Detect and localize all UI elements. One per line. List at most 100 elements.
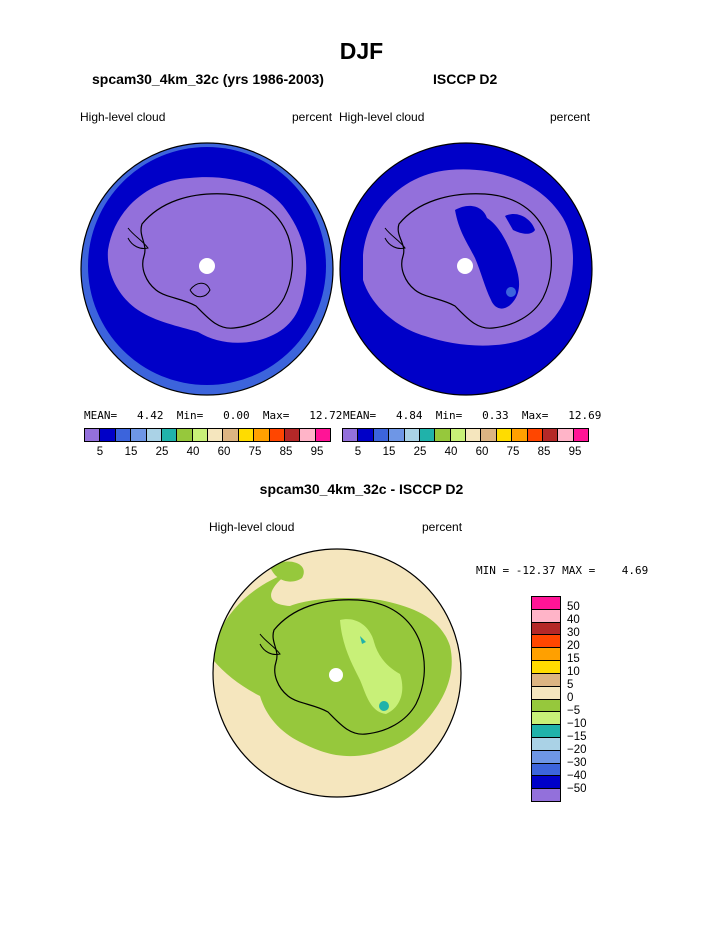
model-colorbar-swatch: [131, 429, 147, 441]
obs-mean-label: MEAN=: [343, 409, 377, 422]
obs-colorbar-swatch: [512, 429, 528, 441]
model-colorbar-swatch: [269, 429, 285, 441]
obs-colorbar-tick: 40: [444, 446, 458, 458]
model-colorbar-swatch: [223, 429, 239, 441]
diff-max-value: 4.69: [621, 564, 649, 577]
obs-units-label: percent: [550, 110, 591, 124]
diff-colorbar-tick: 5: [567, 679, 574, 691]
diff-colorbar-swatch: [532, 622, 560, 636]
diff-colorbar-swatch: [532, 661, 560, 674]
model-colorbar-swatch: [100, 429, 116, 441]
obs-pole-hole: [457, 258, 473, 274]
diff-colorbar-swatch: [532, 725, 560, 738]
diff-min-label: MIN =: [476, 564, 510, 577]
obs-colorbar-swatch: [527, 429, 543, 441]
obs-colorbar-swatch: [496, 429, 513, 441]
model-panel-title: spcam30_4km_32c (yrs 1986-2003): [92, 71, 324, 87]
model-colorbar-swatch: [238, 429, 255, 441]
obs-colorbar-swatch: [573, 429, 588, 441]
diff-colorbar-tick: −5: [567, 705, 581, 717]
diff-colorbar-tick: −40: [567, 770, 587, 782]
difference-colorbar: [531, 596, 561, 802]
diff-colorbar-swatch: [532, 763, 560, 777]
model-colorbar-tick: 60: [217, 446, 231, 458]
obs-variable-label: High-level cloud: [339, 110, 425, 124]
model-colorbar-tick: 5: [96, 446, 104, 458]
obs-min-value: 0.33: [482, 409, 509, 422]
difference-panel-title: spcam30_4km_32c - ISCCP D2: [259, 481, 464, 497]
diff-colorbar-swatch: [532, 750, 560, 764]
model-antarctic-coastline: [140, 193, 293, 329]
obs-colorbar-swatch: [373, 429, 390, 441]
diff-colorbar-tick: −50: [567, 783, 587, 795]
diff-colorbar-tick: 20: [567, 640, 580, 652]
obs-colorbar-tick: 25: [413, 446, 427, 458]
obs-colorbar-swatch: [389, 429, 405, 441]
model-mean-value: 4.42: [137, 409, 164, 422]
obs-colorbar-tick: 95: [568, 446, 582, 458]
difference-polar-map: [212, 548, 462, 798]
obs-colorbar-tick: 85: [537, 446, 551, 458]
model-polar-map: [80, 142, 334, 396]
diff-map-frame: [212, 548, 462, 798]
obs-antarctic-coastline: [397, 193, 552, 329]
diff-antarctic-coastline: [272, 599, 425, 735]
model-max-value: 12.72: [309, 409, 343, 422]
diff-colorbar-tick: 40: [567, 614, 580, 626]
diff-map-negative-patch: [270, 561, 304, 582]
model-map-frame: [80, 142, 334, 396]
obs-colorbar-swatch: [419, 429, 436, 441]
model-colorbar-swatch: [85, 429, 101, 441]
model-colorbar-swatch: [315, 429, 330, 441]
diff-colorbar-swatch: [532, 648, 560, 662]
diff-colorbar-tick: 15: [567, 653, 580, 665]
obs-colorbar-swatch: [481, 429, 497, 441]
obs-mean-value: 4.84: [396, 409, 423, 422]
obs-max-value: 12.69: [568, 409, 602, 422]
obs-colorbar-swatch: [542, 429, 559, 441]
diff-colorbar-tick: 10: [567, 666, 580, 678]
diff-colorbar-tick: 30: [567, 627, 580, 639]
obs-colorbar-tick: 60: [475, 446, 489, 458]
obs-colorbar-tick: 5: [354, 446, 362, 458]
diff-units-label: percent: [422, 520, 463, 534]
diff-colorbar-swatch: [532, 776, 560, 790]
diff-colorbar-tick: −15: [567, 731, 587, 743]
obs-min-label: Min=: [435, 409, 463, 422]
diff-colorbar-tick: 50: [567, 601, 580, 613]
model-ross-ice-shelf: [189, 282, 211, 298]
obs-map-core-5-10: [363, 169, 573, 346]
model-colorbar-tick: 75: [248, 446, 262, 458]
obs-panel-title: ISCCP D2: [433, 71, 498, 87]
model-colorbar-tick: 95: [310, 446, 324, 458]
obs-colorbar-swatch: [404, 429, 420, 441]
model-colorbar-swatch: [161, 429, 178, 441]
diff-map-negative-10-to-15: [379, 701, 389, 711]
obs-stats-line: MEAN= 4.84 Min= 0.33 Max= 12.69: [343, 409, 601, 422]
diff-map-negative-5-to-10: [340, 619, 403, 714]
diff-colorbar-swatch: [532, 699, 560, 713]
obs-colorbar-swatch: [450, 429, 466, 441]
obs-polar-map: [339, 142, 593, 396]
figure-title: DJF: [339, 38, 384, 64]
diff-colorbar-tick: −10: [567, 718, 587, 730]
obs-colorbar-swatch: [466, 429, 482, 441]
diff-min-value: -12.37: [515, 564, 556, 577]
diff-max-label: MAX =: [562, 564, 596, 577]
model-mean-label: MEAN=: [84, 409, 118, 422]
diff-colorbar-swatch: [532, 686, 560, 700]
diff-colorbar-swatch: [532, 789, 560, 801]
diff-map-negative-small: [360, 636, 366, 644]
diff-colorbar-swatch: [532, 712, 560, 726]
diff-colorbar-swatch: [532, 737, 560, 751]
model-colorbar-swatch: [115, 429, 132, 441]
model-pole-hole: [199, 258, 215, 274]
model-colorbar-tick: 85: [279, 446, 293, 458]
model-colorbar: [84, 428, 331, 442]
obs-colorbar-swatch: [343, 429, 359, 441]
obs-map-local-15-20: [506, 287, 516, 297]
model-colorbar-swatch: [177, 429, 193, 441]
obs-colorbar-swatch: [435, 429, 451, 441]
model-units-label: percent: [292, 110, 333, 124]
